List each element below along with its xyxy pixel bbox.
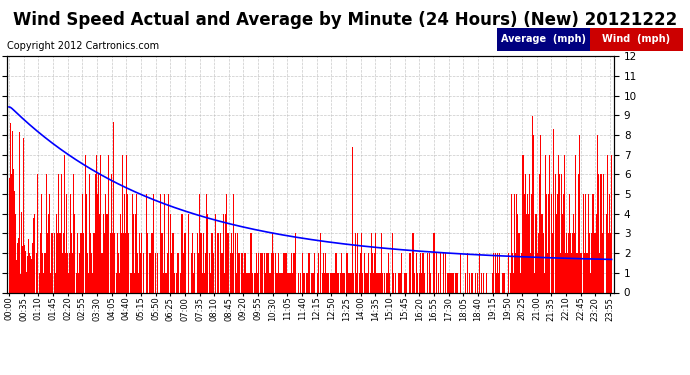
Text: Average  (mph): Average (mph) xyxy=(501,34,586,44)
Text: Wind  (mph): Wind (mph) xyxy=(602,34,671,44)
Bar xyxy=(497,28,590,51)
Text: Wind Speed Actual and Average by Minute (24 Hours) (New) 20121222: Wind Speed Actual and Average by Minute … xyxy=(13,11,677,29)
Bar xyxy=(590,28,683,51)
Text: Copyright 2012 Cartronics.com: Copyright 2012 Cartronics.com xyxy=(7,41,159,51)
